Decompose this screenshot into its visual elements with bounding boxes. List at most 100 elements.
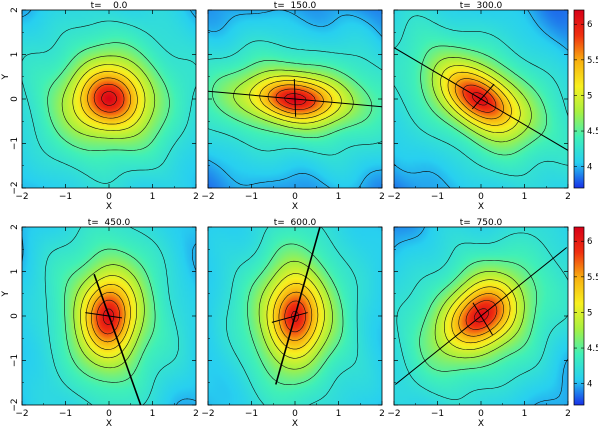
contour-line bbox=[64, 248, 156, 383]
colorbar-tick-label: 6 bbox=[587, 20, 592, 30]
y-tick-label: 2 bbox=[10, 224, 20, 230]
x-tick-label: −1 bbox=[431, 192, 444, 202]
principal-axis-line bbox=[85, 312, 122, 319]
y-axis-label: Y bbox=[1, 74, 11, 81]
colorbar-tick-label: 5 bbox=[587, 91, 592, 101]
contour-line bbox=[462, 84, 497, 113]
contour-line bbox=[80, 275, 137, 359]
contour-line bbox=[233, 69, 354, 130]
x-axis-label: X bbox=[478, 419, 484, 427]
principal-axis-line bbox=[471, 83, 495, 110]
contour-line bbox=[473, 308, 489, 323]
contour-line bbox=[258, 260, 333, 370]
contour-line bbox=[394, 15, 568, 177]
contour-line bbox=[454, 78, 504, 120]
x-tick-label: −1 bbox=[59, 192, 72, 202]
x-tick-label: −1 bbox=[245, 192, 258, 202]
x-tick-label: 1 bbox=[150, 409, 156, 419]
colorbar-tick-label: 6 bbox=[587, 237, 592, 247]
contour-line bbox=[272, 283, 319, 350]
y-tick-label: 0 bbox=[10, 313, 20, 319]
colorbar-1: 4 4.5 5 5.5 6 bbox=[573, 9, 598, 189]
panel-title: t= 300.0 bbox=[460, 1, 503, 11]
colorbar-tick-label: 5.5 bbox=[587, 56, 598, 66]
contour-line bbox=[87, 77, 131, 119]
x-tick-label: 2 bbox=[379, 409, 385, 419]
y-tick-label: −2 bbox=[10, 398, 20, 411]
y-tick-label: 1 bbox=[10, 52, 20, 58]
contour-line bbox=[101, 91, 117, 106]
contour-line bbox=[447, 71, 512, 126]
x-tick-label: −2 bbox=[201, 409, 214, 419]
contour-line bbox=[61, 55, 156, 139]
x-tick-label: −1 bbox=[431, 409, 444, 419]
contour-line bbox=[102, 308, 115, 325]
contour-line bbox=[22, 20, 196, 184]
contour-line bbox=[85, 284, 131, 350]
colorbar-tick-label: 4 bbox=[587, 380, 592, 390]
contour-line bbox=[93, 83, 125, 113]
contour-line bbox=[434, 271, 525, 359]
y-tick-label: 2 bbox=[10, 7, 20, 13]
contour-line bbox=[73, 264, 145, 369]
x-tick-label: −1 bbox=[245, 409, 258, 419]
y-tick-label: 0 bbox=[10, 96, 20, 102]
contour-line bbox=[247, 243, 344, 385]
x-tick-label: 0 bbox=[292, 409, 298, 419]
x-axis-label: X bbox=[292, 419, 298, 427]
y-tick-label: −2 bbox=[10, 181, 20, 194]
heatmap-image bbox=[22, 10, 196, 188]
x-tick-label: 0 bbox=[478, 409, 484, 419]
contour-line bbox=[211, 60, 373, 138]
panel-2: −2 −1 0 1 2 Xt= 150.0 bbox=[201, 1, 385, 212]
x-tick-label: −2 bbox=[15, 409, 28, 419]
x-tick-label: 2 bbox=[565, 409, 571, 419]
panel-title: t= 0.0 bbox=[91, 1, 128, 11]
contour-line bbox=[451, 286, 511, 344]
x-axis-label: X bbox=[106, 202, 112, 212]
principal-axis-line bbox=[293, 78, 297, 117]
principal-axis-line bbox=[472, 302, 493, 336]
x-tick-label: 0 bbox=[478, 192, 484, 202]
contour-line bbox=[72, 64, 146, 131]
panel-5: −2 −1 0 1 2 Xt= 600.0 bbox=[201, 218, 385, 427]
contour-line bbox=[394, 10, 568, 188]
contour-line bbox=[284, 300, 306, 333]
contour-line bbox=[440, 65, 521, 133]
contour-line bbox=[208, 10, 382, 188]
x-tick-label: 0 bbox=[106, 409, 112, 419]
x-tick-label: 0 bbox=[292, 192, 298, 202]
colorbar-tick-label: 4.5 bbox=[587, 344, 598, 354]
x-tick-label: 1 bbox=[336, 409, 342, 419]
contour-line bbox=[44, 227, 179, 405]
contour-line bbox=[419, 260, 537, 372]
contour-line bbox=[267, 84, 324, 115]
x-axis-label: X bbox=[106, 419, 112, 427]
contour-line bbox=[47, 42, 170, 151]
colorbar-tick-label: 5.5 bbox=[587, 273, 598, 283]
contour-line bbox=[80, 71, 138, 125]
x-tick-label: −2 bbox=[387, 409, 400, 419]
x-tick-label: −2 bbox=[387, 192, 400, 202]
y-tick-label: −1 bbox=[10, 137, 20, 150]
panel-title: t= 750.0 bbox=[460, 218, 503, 228]
colorbar-tick-label: 4 bbox=[587, 163, 592, 173]
panel-title: t= 600.0 bbox=[274, 218, 317, 228]
contour-line bbox=[431, 57, 532, 143]
x-tick-label: 2 bbox=[565, 192, 571, 202]
contour-line bbox=[91, 292, 126, 343]
contour-line bbox=[458, 293, 504, 337]
y-axis-label: Y bbox=[1, 291, 11, 298]
contour-line bbox=[444, 279, 517, 350]
colorbar-gradient bbox=[573, 9, 585, 189]
colorbar-2: 4 4.5 5 5.5 6 bbox=[573, 226, 598, 406]
x-tick-label: 1 bbox=[522, 192, 528, 202]
x-tick-label: 0 bbox=[106, 192, 112, 202]
x-axis-label: X bbox=[478, 202, 484, 212]
x-tick-label: 2 bbox=[193, 409, 199, 419]
colorbar-tick-label: 4.5 bbox=[587, 127, 598, 137]
colorbar-gradient bbox=[573, 226, 585, 406]
panel-4: −2 −1 0 1 2 X −2 −1 0 1 2 Yt= 450.0 bbox=[1, 218, 199, 427]
x-tick-label: 1 bbox=[336, 192, 342, 202]
